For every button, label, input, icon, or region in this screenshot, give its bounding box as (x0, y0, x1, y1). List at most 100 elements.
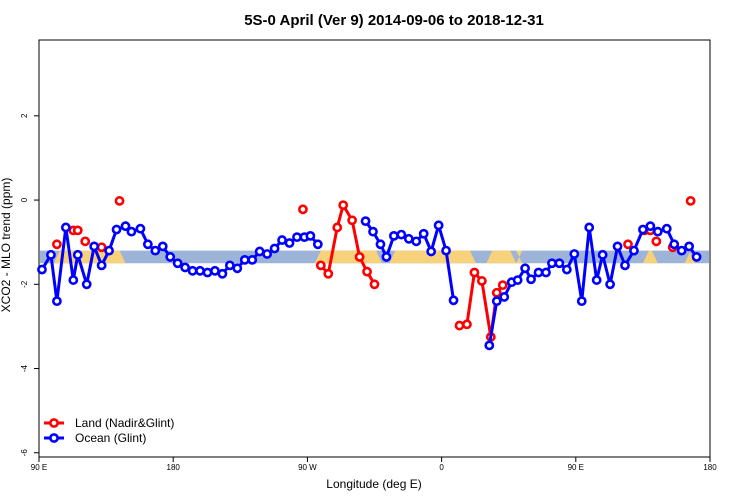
series-1-point (305, 230, 316, 241)
band-highlight (314, 250, 382, 264)
series-1-point (629, 245, 639, 256)
y-axis-ticks: -6 -4 -2 0 2 (20, 113, 39, 456)
series-1-point (81, 279, 92, 290)
series-1-point (638, 224, 648, 235)
series-1-point (661, 223, 672, 234)
series-0-point (369, 279, 380, 290)
series-1-point (569, 249, 580, 259)
series-0-point (362, 266, 372, 277)
series-1-point (597, 249, 608, 260)
series-1-point (499, 292, 510, 302)
series-1-point (520, 263, 531, 274)
legend-label: Land (Nadir&Glint) (75, 416, 174, 430)
series-1-point (96, 260, 107, 271)
series-1-point (533, 267, 544, 278)
series-1-point (684, 241, 695, 252)
series-1-point (591, 275, 602, 285)
series-1-point (46, 249, 56, 260)
series-1-point (388, 230, 399, 241)
series-0-point (462, 319, 472, 330)
band-highlight (516, 250, 523, 264)
reference-band (40, 250, 709, 264)
series-0-point (51, 239, 62, 250)
series-1-point (448, 295, 459, 306)
series-1-point (135, 223, 146, 234)
series-1-point (512, 275, 523, 285)
series-1-point (247, 254, 258, 265)
series-1-point (142, 239, 153, 250)
series-0-point (685, 196, 696, 206)
series-1-point (284, 238, 295, 248)
series-0-point (114, 196, 125, 206)
series-1-point (605, 279, 615, 290)
legend: Land (Nadir&Glint)Ocean (Glint) (44, 416, 174, 445)
series-1-point (576, 296, 587, 307)
series-0-point (347, 215, 358, 226)
series-0-point (497, 280, 508, 291)
band-highlight (389, 250, 476, 264)
series-1-point (51, 296, 62, 307)
series-1-point (150, 245, 161, 256)
series-1-point (561, 264, 572, 275)
x-tick-label: 180 (167, 463, 181, 472)
series-1-point (620, 260, 630, 271)
series-0-point (332, 222, 343, 233)
series-1-point (418, 228, 429, 239)
y-axis-label: XCO2 - MLO trend (ppm) (0, 178, 13, 313)
series-0-point (323, 268, 334, 279)
series-1-point (157, 241, 168, 252)
series-1-point (676, 245, 687, 256)
series-1-point (180, 262, 191, 273)
y-tick-label: -4 (20, 364, 29, 372)
series-1-point (111, 224, 122, 235)
series-1-point (484, 340, 495, 351)
series-0-point (651, 236, 662, 247)
series-0-point (338, 200, 349, 211)
series-1-point (584, 222, 595, 233)
series-1-point (360, 216, 371, 227)
series-0-point (80, 236, 91, 247)
series-1-point (612, 241, 623, 252)
series-0-point (298, 204, 308, 215)
series-0-point (96, 242, 107, 253)
legend-label: Ocean (Glint) (75, 431, 146, 445)
series-1-point (441, 245, 451, 256)
series-1-point (165, 252, 176, 262)
x-tick-label: 180 (703, 463, 717, 472)
series-1-point (526, 274, 536, 285)
series-1-point (547, 258, 557, 269)
series-0-point (623, 239, 633, 250)
series-1-point (411, 236, 422, 247)
series-1-point (187, 265, 198, 276)
series-1-point (645, 221, 656, 232)
series-1-point (403, 233, 414, 244)
series-1-point (195, 265, 205, 276)
series-1-point (254, 246, 265, 257)
legend-swatch-marker (49, 433, 59, 443)
series-1-point (104, 245, 114, 256)
series-1-point (210, 265, 220, 276)
y-tick-label: 0 (20, 197, 29, 202)
plot-area-frame (38, 39, 711, 458)
series-1-point (224, 260, 235, 271)
series-0-point (454, 320, 465, 331)
x-tick-label: 90 E (31, 463, 47, 472)
series-1-point (426, 246, 437, 257)
x-tick-label: 90 W (298, 463, 317, 472)
series-0-point (315, 260, 326, 271)
y-tick-label: -2 (20, 280, 29, 288)
series-1-point (652, 226, 663, 237)
series-0-point (72, 225, 83, 236)
series-1-point (217, 268, 228, 279)
band-highlight (486, 250, 517, 264)
series-1-point (381, 252, 392, 262)
y-tick-label: -6 (20, 449, 29, 457)
series-1-point (172, 258, 183, 269)
series-1-point (60, 222, 71, 233)
series-1-point (368, 226, 378, 237)
series-1-point (554, 258, 565, 269)
series-1-point (120, 221, 131, 232)
series-0-point (354, 252, 365, 262)
series-1-point (491, 296, 502, 307)
series-1-point (232, 263, 243, 274)
